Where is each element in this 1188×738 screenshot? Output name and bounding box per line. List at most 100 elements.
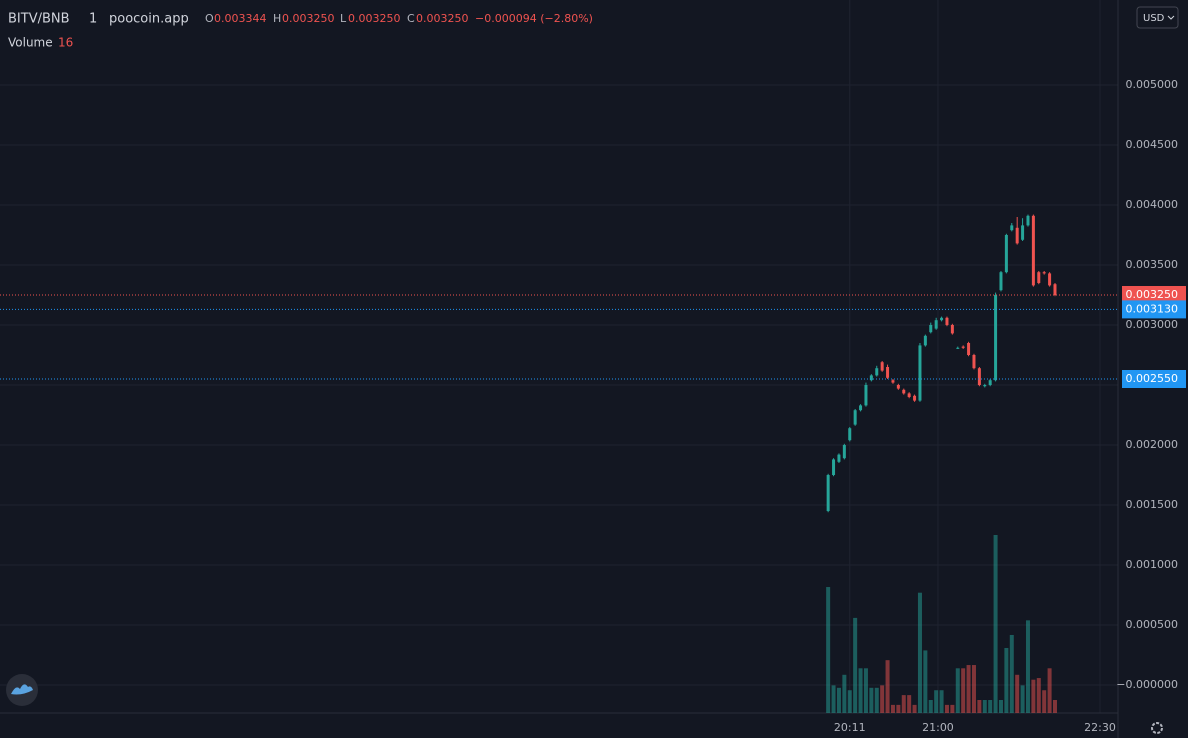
volume-bar xyxy=(1020,685,1025,713)
low-key: L xyxy=(340,12,347,25)
high-key: H xyxy=(273,12,281,25)
volume-bar xyxy=(961,668,966,713)
interval: 1 xyxy=(89,12,97,27)
logo-mark xyxy=(11,684,33,695)
candle-body xyxy=(832,459,836,476)
candle-body xyxy=(842,445,846,459)
volume-bar xyxy=(988,699,993,713)
volume-bar xyxy=(912,704,917,713)
volume-bar xyxy=(901,695,906,713)
volume-bar xyxy=(831,685,836,713)
candle-body xyxy=(864,385,868,406)
volume-bar xyxy=(1004,647,1009,713)
y-tick-label: 0.004500 xyxy=(1126,138,1179,151)
candle-body xyxy=(1048,273,1052,286)
volume-bar xyxy=(966,665,971,713)
close-key: C xyxy=(407,12,415,25)
y-tick-label: 0.003000 xyxy=(1126,318,1179,331)
price-label: 0.002550 xyxy=(1126,372,1179,385)
currency[interactable]: USD xyxy=(1143,13,1165,24)
volume-bar xyxy=(1009,634,1014,713)
candle-body xyxy=(923,335,927,346)
candle-body xyxy=(918,345,922,401)
candle-body xyxy=(983,385,987,387)
candle-body xyxy=(1004,234,1008,273)
y-tick-label: 0.001000 xyxy=(1126,558,1179,571)
candle-body xyxy=(853,410,857,425)
candle-body xyxy=(950,324,954,334)
volume-bar xyxy=(934,690,939,713)
candle-body xyxy=(869,375,873,381)
candle-body xyxy=(972,354,976,369)
volume-bar xyxy=(858,668,863,713)
volume-bar xyxy=(885,660,890,713)
candle-body xyxy=(848,428,852,441)
currency-caret xyxy=(1167,15,1175,20)
volume-bar xyxy=(917,592,922,713)
volume-bar xyxy=(826,587,831,713)
volume-bar xyxy=(982,699,987,713)
volume-title: Volume xyxy=(8,36,53,50)
candle-body xyxy=(940,317,944,321)
x-tick-label: 21:00 xyxy=(922,721,954,734)
volume-bar xyxy=(907,695,912,713)
volume-bar xyxy=(880,685,885,713)
candle-body xyxy=(1010,225,1014,231)
volume-bar xyxy=(977,699,982,713)
volume-bar xyxy=(993,535,998,713)
volume-bar xyxy=(1031,679,1036,713)
open-value: 0.003344 xyxy=(214,12,267,25)
price-label-box xyxy=(1122,370,1186,389)
y-tick-label: −0.000000 xyxy=(1116,678,1178,691)
candle-body xyxy=(945,317,949,325)
volume-bar xyxy=(928,699,933,713)
candle-body xyxy=(837,454,841,462)
price-label: 0.003130 xyxy=(1126,302,1179,315)
volume-bar xyxy=(1036,678,1041,713)
price-label-box xyxy=(1122,300,1186,319)
candle-body xyxy=(1042,272,1046,274)
price-label: 0.003250 xyxy=(1126,288,1179,301)
volume-bar xyxy=(869,687,874,713)
candle-body xyxy=(859,405,863,411)
candle-body xyxy=(913,395,917,401)
volume-bar xyxy=(998,699,1003,713)
open-key: O xyxy=(205,12,214,25)
candle-body xyxy=(902,389,906,394)
candle-body xyxy=(907,393,911,398)
candle-body xyxy=(891,380,895,383)
candle-body xyxy=(875,368,879,376)
candle-body xyxy=(994,294,998,381)
volume-bar xyxy=(944,704,949,713)
candle-body xyxy=(1037,272,1041,283)
volume-bar xyxy=(1042,690,1047,713)
volume-bar xyxy=(939,690,944,713)
currency-button[interactable] xyxy=(1136,6,1179,29)
volume-bar xyxy=(971,665,976,713)
volume-bar xyxy=(836,687,841,713)
volume-bar xyxy=(1052,699,1057,713)
candle-body xyxy=(1031,215,1035,286)
candle-body xyxy=(999,272,1003,291)
high-value: 0.003250 xyxy=(282,12,335,25)
source: poocoin.app xyxy=(109,12,189,27)
y-tick-label: 0.001500 xyxy=(1126,498,1179,511)
volume-last: 16 xyxy=(58,36,73,50)
volume-bar xyxy=(1025,620,1030,713)
volume-bar xyxy=(1047,668,1052,713)
candle-body xyxy=(880,362,884,371)
volume-bar xyxy=(874,687,879,713)
change: −0.000094 (−2.80%) xyxy=(475,12,593,25)
settings[interactable] xyxy=(1151,722,1163,734)
candle-body xyxy=(929,324,933,333)
y-tick-label: 0.000500 xyxy=(1126,618,1179,631)
y-tick-label: 0.004000 xyxy=(1126,198,1179,211)
candle-body xyxy=(1021,225,1025,240)
candle-body xyxy=(896,385,900,389)
candle-body xyxy=(1015,227,1019,244)
x-tick-label: 22:30 xyxy=(1084,721,1116,734)
price-label-box xyxy=(1122,285,1186,304)
candle-body xyxy=(961,346,965,348)
close-value: 0.003250 xyxy=(416,12,469,25)
